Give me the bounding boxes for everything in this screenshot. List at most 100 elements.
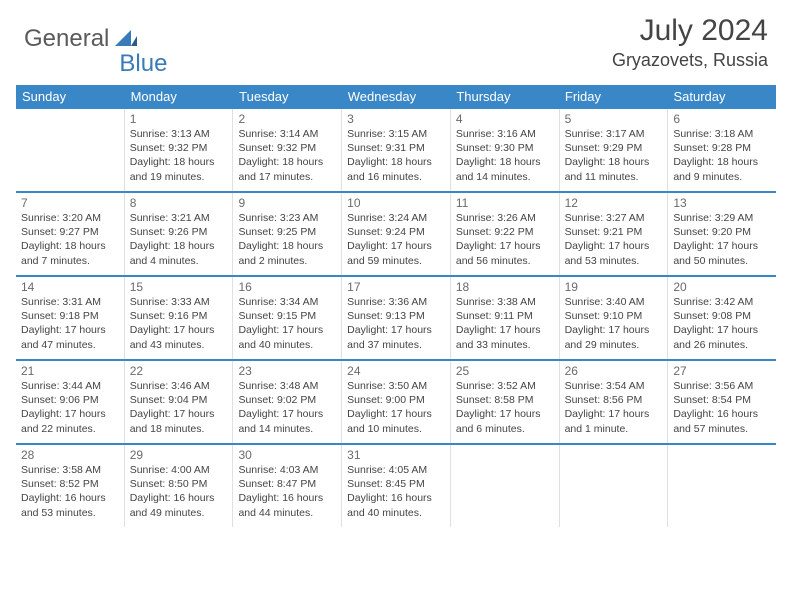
sunset-line: Sunset: 9:31 PM	[347, 141, 445, 155]
day-number: 20	[673, 280, 771, 294]
weekday-header: Sunday	[16, 85, 125, 109]
calendar-day-cell: 31Sunrise: 4:05 AMSunset: 8:45 PMDayligh…	[342, 445, 451, 527]
calendar-day-cell: 17Sunrise: 3:36 AMSunset: 9:13 PMDayligh…	[342, 277, 451, 359]
day-number: 11	[456, 196, 554, 210]
daylight-line: Daylight: 18 hours	[21, 239, 119, 253]
brand-triangle-icon	[115, 28, 137, 51]
weekday-header: Monday	[125, 85, 234, 109]
calendar-day-cell	[16, 109, 125, 191]
weekday-header: Saturday	[667, 85, 776, 109]
day-number: 31	[347, 448, 445, 462]
brand-text-blue: Blue	[119, 50, 167, 78]
calendar-day-cell: 26Sunrise: 3:54 AMSunset: 8:56 PMDayligh…	[560, 361, 669, 443]
sunset-line: Sunset: 9:06 PM	[21, 393, 119, 407]
day-number: 2	[238, 112, 336, 126]
calendar-day-cell: 10Sunrise: 3:24 AMSunset: 9:24 PMDayligh…	[342, 193, 451, 275]
sunset-line: Sunset: 9:11 PM	[456, 309, 554, 323]
calendar-day-cell: 8Sunrise: 3:21 AMSunset: 9:26 PMDaylight…	[125, 193, 234, 275]
daylight-line: and 22 minutes.	[21, 422, 119, 436]
daylight-line: Daylight: 17 hours	[238, 407, 336, 421]
calendar-body: 1Sunrise: 3:13 AMSunset: 9:32 PMDaylight…	[16, 109, 776, 527]
daylight-line: Daylight: 17 hours	[347, 407, 445, 421]
day-number: 29	[130, 448, 228, 462]
brand-logo: General Blue	[24, 14, 167, 64]
sunset-line: Sunset: 9:32 PM	[130, 141, 228, 155]
calendar-day-cell: 9Sunrise: 3:23 AMSunset: 9:25 PMDaylight…	[233, 193, 342, 275]
daylight-line: and 1 minute.	[565, 422, 663, 436]
sunrise-line: Sunrise: 4:00 AM	[130, 463, 228, 477]
calendar-day-cell: 2Sunrise: 3:14 AMSunset: 9:32 PMDaylight…	[233, 109, 342, 191]
sunrise-line: Sunrise: 3:15 AM	[347, 127, 445, 141]
day-number: 3	[347, 112, 445, 126]
daylight-line: Daylight: 17 hours	[456, 323, 554, 337]
brand-text-general: General	[24, 25, 109, 53]
day-number: 13	[673, 196, 771, 210]
calendar-day-cell: 18Sunrise: 3:38 AMSunset: 9:11 PMDayligh…	[451, 277, 560, 359]
calendar-day-cell: 12Sunrise: 3:27 AMSunset: 9:21 PMDayligh…	[560, 193, 669, 275]
calendar-day-cell: 4Sunrise: 3:16 AMSunset: 9:30 PMDaylight…	[451, 109, 560, 191]
day-number: 1	[130, 112, 228, 126]
day-number: 7	[21, 196, 119, 210]
sunset-line: Sunset: 9:08 PM	[673, 309, 771, 323]
weekday-header: Wednesday	[342, 85, 451, 109]
sunset-line: Sunset: 8:58 PM	[456, 393, 554, 407]
calendar-day-cell: 14Sunrise: 3:31 AMSunset: 9:18 PMDayligh…	[16, 277, 125, 359]
daylight-line: Daylight: 16 hours	[347, 491, 445, 505]
sunrise-line: Sunrise: 3:50 AM	[347, 379, 445, 393]
daylight-line: and 56 minutes.	[456, 254, 554, 268]
calendar-day-cell: 1Sunrise: 3:13 AMSunset: 9:32 PMDaylight…	[125, 109, 234, 191]
daylight-line: and 19 minutes.	[130, 170, 228, 184]
sunset-line: Sunset: 9:00 PM	[347, 393, 445, 407]
sunset-line: Sunset: 9:21 PM	[565, 225, 663, 239]
daylight-line: Daylight: 17 hours	[238, 323, 336, 337]
sunrise-line: Sunrise: 3:16 AM	[456, 127, 554, 141]
daylight-line: and 40 minutes.	[238, 338, 336, 352]
daylight-line: Daylight: 18 hours	[347, 155, 445, 169]
day-number: 8	[130, 196, 228, 210]
sunrise-line: Sunrise: 3:40 AM	[565, 295, 663, 309]
calendar-day-cell: 27Sunrise: 3:56 AMSunset: 8:54 PMDayligh…	[668, 361, 776, 443]
calendar-day-cell: 19Sunrise: 3:40 AMSunset: 9:10 PMDayligh…	[560, 277, 669, 359]
daylight-line: Daylight: 17 hours	[21, 323, 119, 337]
calendar-day-cell: 21Sunrise: 3:44 AMSunset: 9:06 PMDayligh…	[16, 361, 125, 443]
sunset-line: Sunset: 9:20 PM	[673, 225, 771, 239]
day-number: 17	[347, 280, 445, 294]
sunset-line: Sunset: 9:02 PM	[238, 393, 336, 407]
day-number: 27	[673, 364, 771, 378]
sunrise-line: Sunrise: 3:42 AM	[673, 295, 771, 309]
day-number: 4	[456, 112, 554, 126]
daylight-line: and 7 minutes.	[21, 254, 119, 268]
sunset-line: Sunset: 9:18 PM	[21, 309, 119, 323]
sunrise-line: Sunrise: 3:54 AM	[565, 379, 663, 393]
sunset-line: Sunset: 9:13 PM	[347, 309, 445, 323]
calendar-day-cell: 28Sunrise: 3:58 AMSunset: 8:52 PMDayligh…	[16, 445, 125, 527]
daylight-line: and 59 minutes.	[347, 254, 445, 268]
daylight-line: Daylight: 18 hours	[238, 155, 336, 169]
calendar-week-row: 1Sunrise: 3:13 AMSunset: 9:32 PMDaylight…	[16, 109, 776, 191]
daylight-line: and 14 minutes.	[456, 170, 554, 184]
sunrise-line: Sunrise: 3:14 AM	[238, 127, 336, 141]
daylight-line: Daylight: 16 hours	[130, 491, 228, 505]
weekday-header: Thursday	[450, 85, 559, 109]
day-number: 24	[347, 364, 445, 378]
sunrise-line: Sunrise: 3:18 AM	[673, 127, 771, 141]
calendar-header-row: SundayMondayTuesdayWednesdayThursdayFrid…	[16, 85, 776, 109]
sunrise-line: Sunrise: 3:17 AM	[565, 127, 663, 141]
calendar-week-row: 14Sunrise: 3:31 AMSunset: 9:18 PMDayligh…	[16, 275, 776, 359]
calendar-day-cell: 13Sunrise: 3:29 AMSunset: 9:20 PMDayligh…	[668, 193, 776, 275]
day-number: 5	[565, 112, 663, 126]
day-number: 10	[347, 196, 445, 210]
sunrise-line: Sunrise: 3:24 AM	[347, 211, 445, 225]
daylight-line: Daylight: 17 hours	[673, 239, 771, 253]
daylight-line: and 9 minutes.	[673, 170, 771, 184]
calendar-day-cell: 5Sunrise: 3:17 AMSunset: 9:29 PMDaylight…	[560, 109, 669, 191]
sunset-line: Sunset: 9:29 PM	[565, 141, 663, 155]
sunset-line: Sunset: 9:15 PM	[238, 309, 336, 323]
daylight-line: Daylight: 17 hours	[347, 239, 445, 253]
daylight-line: Daylight: 17 hours	[565, 323, 663, 337]
sunrise-line: Sunrise: 3:31 AM	[21, 295, 119, 309]
calendar-day-cell	[668, 445, 776, 527]
day-number: 19	[565, 280, 663, 294]
daylight-line: and 50 minutes.	[673, 254, 771, 268]
day-number: 9	[238, 196, 336, 210]
